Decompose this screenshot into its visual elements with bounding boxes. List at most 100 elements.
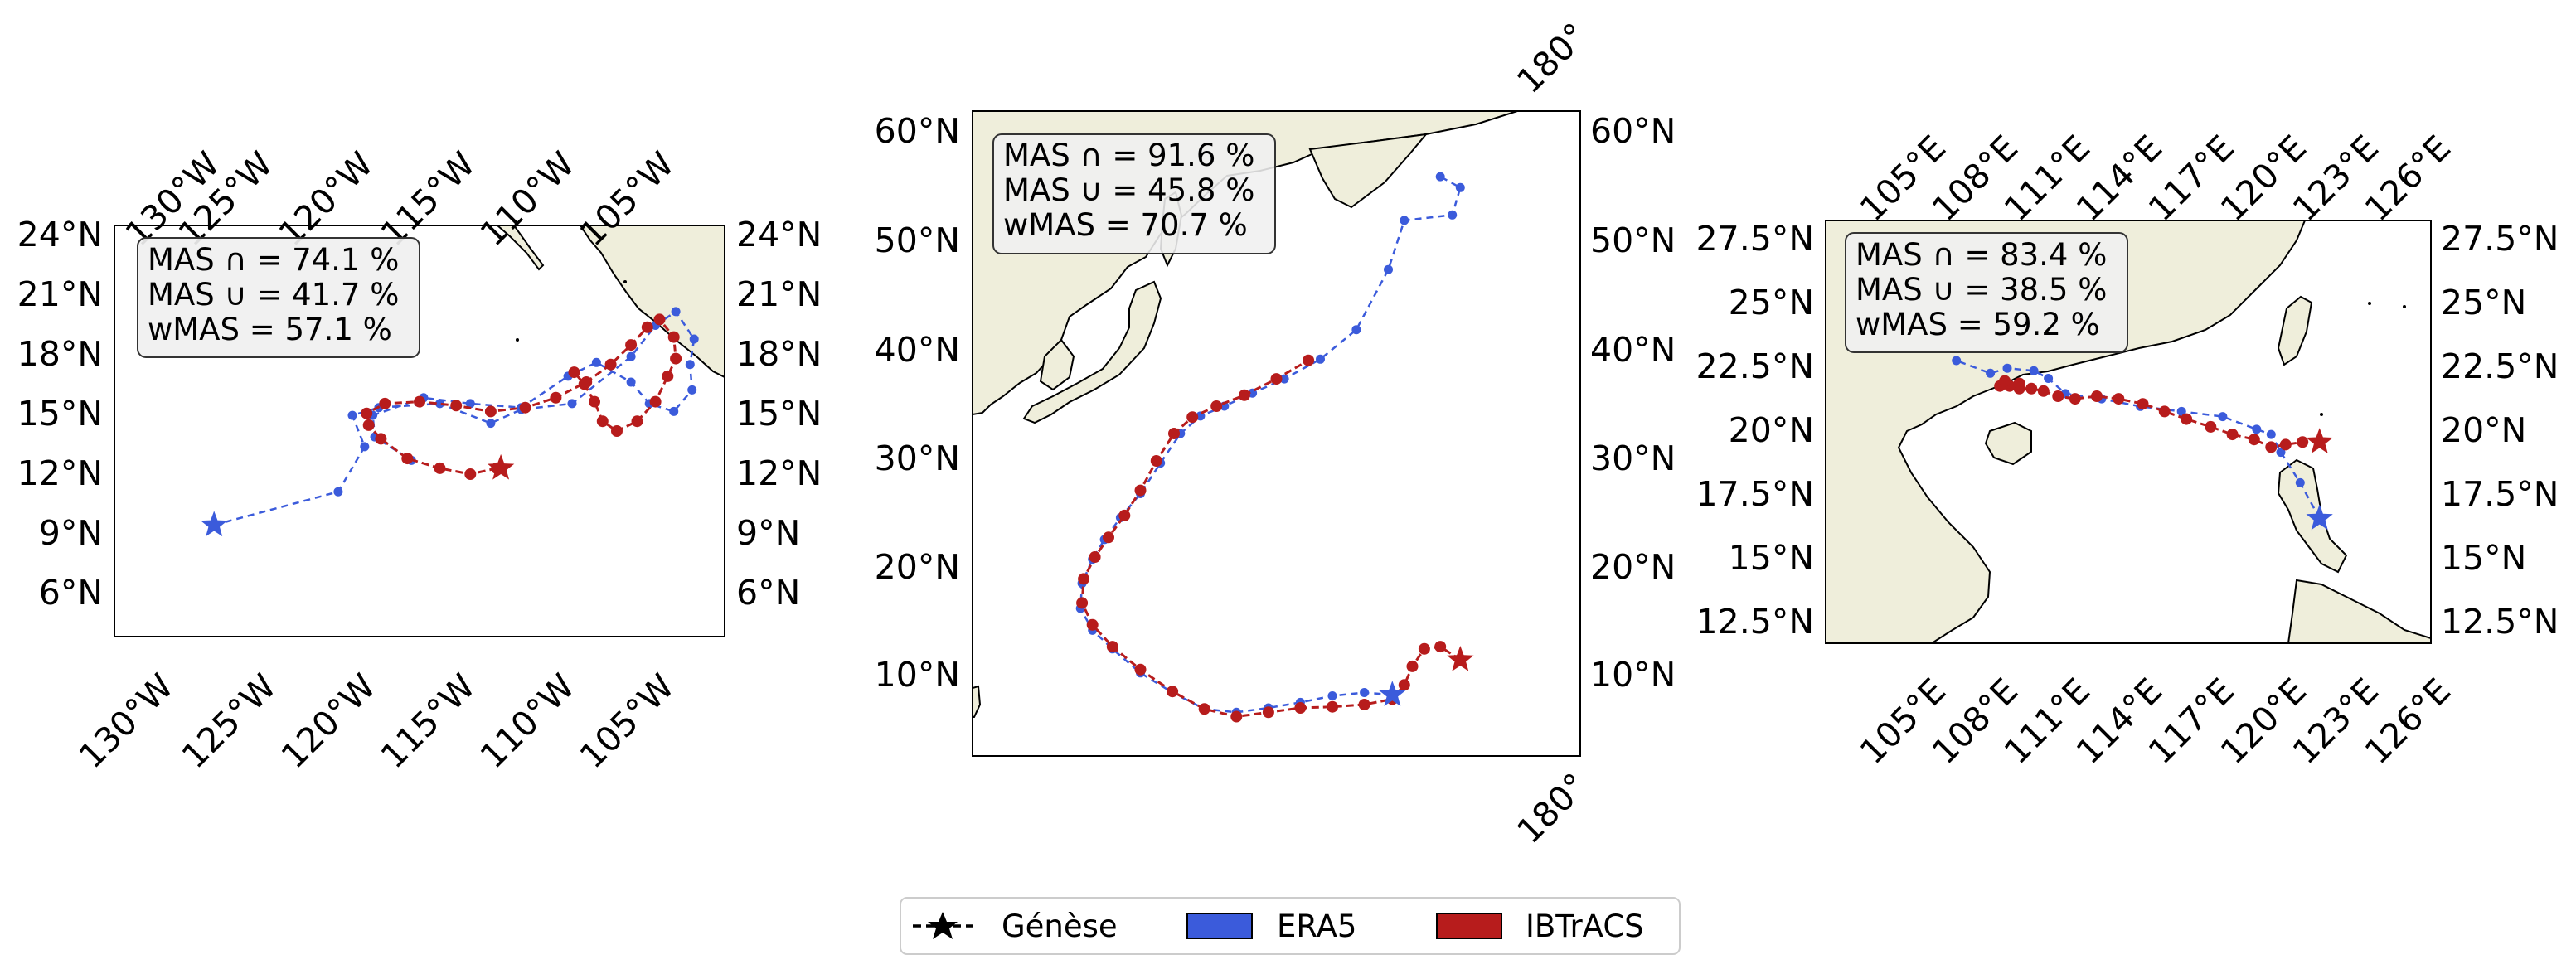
- map-panel-west-pacific: 180° 180° 60°N 50°N 40°N 30°N 20°N 10°N …: [875, 15, 1676, 851]
- ibtracs-track-point: [2297, 436, 2309, 448]
- ibtracs-track-point: [578, 378, 590, 390]
- land-kamchatka: [1308, 133, 1429, 209]
- era5-track-point: [671, 307, 681, 317]
- map-panel-east-pacific: 130°W 125°W 120°W 115°W 110°W 105°W 130°…: [17, 144, 822, 776]
- ibtracs-track-point: [670, 352, 682, 365]
- ibtracs-track-point: [1210, 400, 1223, 412]
- ibtracs-track-point: [434, 462, 446, 474]
- lat-tick-right: 25°N: [2441, 283, 2526, 322]
- ibtracs-track-point: [2113, 393, 2125, 405]
- era5-genesis-star-icon: [201, 511, 228, 537]
- land-korea: [1039, 338, 1075, 391]
- ibtracs-track-point: [1086, 618, 1099, 631]
- ibtracs-track-point: [1434, 641, 1447, 653]
- stat-wmas: wMAS = 57.1 %: [148, 312, 392, 347]
- era5-track-point: [333, 487, 343, 497]
- lat-tick-right: 50°N: [1590, 220, 1676, 260]
- ibtracs-track-point: [1398, 679, 1410, 691]
- ibtracs-track-point: [2037, 385, 2050, 397]
- lat-tick-left: 9°N: [39, 513, 103, 553]
- lat-tick-left: 18°N: [17, 334, 103, 374]
- lat-tick-right: 27.5°N: [2441, 219, 2559, 259]
- era5-track-point: [626, 351, 636, 361]
- era5-track-point: [2266, 429, 2276, 439]
- lat-tick-left: 10°N: [875, 655, 960, 695]
- ibtracs-track-point: [1238, 389, 1250, 401]
- ibtracs-track-point: [631, 415, 643, 428]
- ibtracs-track-point: [1150, 455, 1162, 467]
- lat-tick-right: 12°N: [736, 453, 822, 493]
- era5-track-point: [465, 399, 475, 409]
- ibtracs-track-point: [2205, 420, 2217, 433]
- era5-track-point: [1316, 354, 1325, 364]
- legend-ibtracs-swatch: [1436, 913, 1502, 939]
- era5-track-point: [1279, 374, 1289, 384]
- island: [623, 280, 627, 283]
- ibtracs-genesis-star-icon: [488, 453, 515, 480]
- stat-wmas: wMAS = 59.2 %: [1856, 307, 2100, 342]
- ibtracs-track-point: [667, 331, 680, 343]
- lat-tick-left: 6°N: [39, 573, 103, 613]
- map-frame: [114, 225, 725, 637]
- ibtracs-track-point: [1270, 373, 1283, 385]
- ibtracs-track-point: [2137, 398, 2149, 410]
- era5-track-point: [689, 334, 699, 344]
- ibtracs-track-point: [611, 425, 623, 437]
- ibtracs-track-point: [519, 401, 531, 414]
- lat-tick-right: 22.5°N: [2441, 346, 2559, 386]
- era5-track-point: [2252, 424, 2262, 434]
- map-frame: [1825, 220, 2432, 644]
- era5-track-point: [2002, 363, 2012, 373]
- lat-tick-right: 10°N: [1590, 655, 1676, 695]
- legend-frame: [900, 897, 1681, 955]
- lat-tick-left: 24°N: [17, 215, 103, 254]
- stats-box: MAS ∩ = 91.6 % MAS ∪ = 45.8 % wMAS = 70.…: [992, 133, 1276, 254]
- era5-track-point: [1360, 688, 1370, 697]
- lat-tick-left: 15°N: [17, 394, 103, 434]
- ibtracs-track-point: [464, 468, 477, 480]
- ibtracs-track-point: [1076, 597, 1089, 609]
- land-japan: [1022, 280, 1162, 424]
- ibtracs-track-point: [414, 395, 425, 408]
- ibtracs-track-point: [1999, 375, 2011, 387]
- lat-tick-left: 60°N: [875, 111, 960, 151]
- era5-track-line: [213, 310, 696, 526]
- legend: Génèse ERA5 IBTrACS: [900, 897, 1681, 955]
- ibtracs-track-point: [2052, 390, 2064, 402]
- lat-tick-left: 20°N: [875, 547, 960, 587]
- lat-tick-left: 30°N: [875, 438, 960, 478]
- lat-tick-right: 40°N: [1590, 330, 1676, 370]
- lat-tick-left: 50°N: [875, 220, 960, 260]
- lat-tick-right: 15°N: [736, 394, 822, 434]
- ibtracs-track-point: [1167, 686, 1179, 698]
- ibtracs-track-point: [2025, 382, 2038, 395]
- lat-tick-right: 18°N: [736, 334, 822, 374]
- lat-tick-right: 15°N: [2441, 538, 2526, 578]
- era5-track-line: [1079, 176, 1462, 714]
- ibtracs-track-point: [1358, 699, 1370, 710]
- lat-tick-right: 6°N: [736, 573, 800, 613]
- era5-track-point: [2044, 374, 2054, 383]
- ibtracs-track-point: [2265, 441, 2278, 453]
- ibtracs-track-point: [604, 358, 617, 371]
- stats-box: MAS ∩ = 83.4 % MAS ∪ = 38.5 % wMAS = 59.…: [1845, 232, 2128, 353]
- era5-track-point: [1351, 325, 1361, 335]
- stat-wmas: wMAS = 70.7 %: [1003, 207, 1248, 243]
- era5-track-point: [1327, 691, 1337, 700]
- legend-era5-swatch: [1186, 913, 1253, 939]
- ibtracs-track-point: [361, 407, 373, 419]
- lat-tick-left: 12.5°N: [1696, 602, 1814, 642]
- era5-genesis-star-icon: [2306, 504, 2333, 531]
- lat-tick-left: 15°N: [1729, 538, 1814, 578]
- stat-mas-union: MAS ∪ = 45.8 %: [1003, 172, 1254, 208]
- lon-tick-bottom: 125°W: [174, 666, 284, 776]
- ibtracs-track-point: [596, 415, 609, 428]
- legend-genesis-marker: [913, 912, 973, 939]
- ibtracs-track-point: [2158, 405, 2171, 418]
- era5-track-point: [2218, 412, 2228, 422]
- ibtracs-track-point: [1303, 354, 1315, 366]
- ibtracs-track-point: [1134, 484, 1147, 497]
- ibtracs-track-point: [1168, 428, 1180, 439]
- ibtracs-track-point: [2279, 438, 2292, 451]
